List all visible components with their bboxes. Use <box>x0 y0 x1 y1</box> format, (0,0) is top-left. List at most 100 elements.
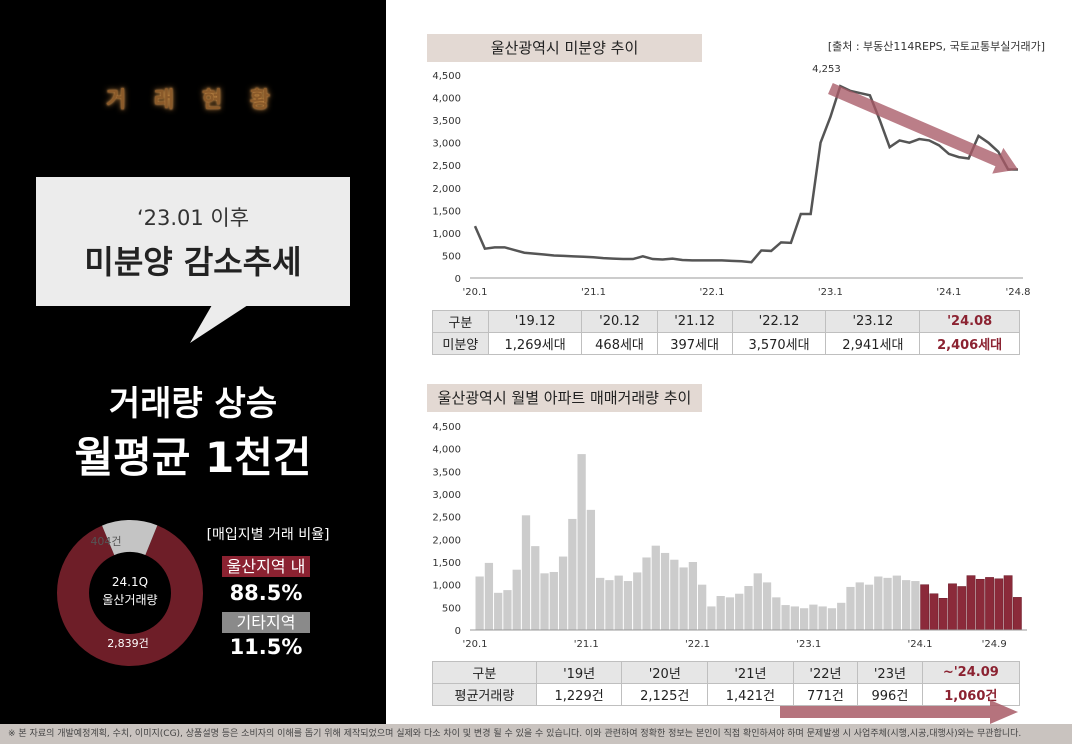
legend-ulsan: 울산지역 내 <box>222 556 310 577</box>
trade-bar <box>660 552 670 630</box>
trade-table-header: '23년 <box>857 661 923 684</box>
trade-bar <box>586 509 596 630</box>
y-tick-label: 4,500 <box>432 71 461 82</box>
trade-bar <box>985 577 994 631</box>
trade-bar <box>596 577 605 630</box>
trade-table: 구분 '19년 '20년 '21년 '22년 '23년 ~'24.09 평균거래… <box>432 661 1021 706</box>
callout-subtitle: ‘23.01 이후 <box>136 206 250 230</box>
headline-trading-up: 거래량 상승 <box>108 384 278 424</box>
trade-bar-chart: 0 500 1,000 1,500 2,000 2,500 3,000 3,500 4,000 4… <box>432 422 1027 650</box>
pct-ulsan: 88.5% <box>229 581 303 605</box>
donut-center-line1: 24.1Q <box>112 575 148 589</box>
donut-center-line2: 울산거래량 <box>102 593 157 607</box>
trade-bar <box>1003 575 1013 631</box>
trade-bar <box>994 578 1004 631</box>
y-tick-label: 4,000 <box>432 94 461 105</box>
trade-bar <box>781 605 790 630</box>
trade-bar <box>864 584 874 630</box>
unsold-series-line <box>473 84 1018 264</box>
trade-bar <box>531 546 540 630</box>
trade-bar <box>911 581 920 630</box>
trade-table-header: '19년 <box>535 661 623 684</box>
y-tick-label: 3,000 <box>432 490 461 501</box>
trade-bar <box>753 573 762 630</box>
trade-bar <box>484 562 494 630</box>
legend-other: 기타지역 <box>222 612 310 633</box>
trade-bar <box>790 606 799 630</box>
trade-bar <box>494 592 503 630</box>
unsold-table-header: '23.12 <box>825 310 921 333</box>
x-tick-label: '21.1 <box>574 639 599 650</box>
trade-bar <box>558 556 568 630</box>
trade-bar <box>957 586 967 631</box>
trade-bar <box>827 608 837 630</box>
callout-tail <box>190 305 248 343</box>
trade-bar <box>920 584 930 631</box>
pct-other: 11.5% <box>229 635 303 659</box>
x-tick-label: '24.1 <box>908 639 933 650</box>
section-title: 거 래 현 황 <box>106 88 280 113</box>
peak-data-label: 4,253 <box>812 64 841 75</box>
unsold-table: 구분 '19.12 '20.12 '21.12 '22.12 '23.12 '2… <box>432 310 1020 355</box>
trade-table-cell: 996건 <box>857 683 923 706</box>
y-tick-label: 3,500 <box>432 116 461 127</box>
trade-bar <box>762 582 772 630</box>
trade-bar <box>642 557 651 630</box>
headline-monthly-avg: 월평균 1천건 <box>74 433 312 482</box>
trade-bar <box>948 583 957 631</box>
y-tick-label: 1,500 <box>432 558 461 569</box>
trade-bar <box>512 569 521 630</box>
trade-bar <box>975 578 985 631</box>
source-note: [출처 : 부동산114REPS, 국토교통부실거래가] <box>827 40 1045 53</box>
trade-bar <box>901 580 911 630</box>
trade-table-header: '20년 <box>621 661 709 684</box>
callout-main-text: 미분양 감소추세 <box>84 243 302 281</box>
trade-bar <box>772 597 781 630</box>
trade-table-cell: 1,229건 <box>535 683 623 706</box>
trade-bar <box>846 586 855 630</box>
y-tick-label: 2,500 <box>432 161 461 172</box>
x-tick-label: '23.1 <box>818 287 843 298</box>
trade-table-header: '22년 <box>792 661 859 684</box>
trade-table-cell: 2,125건 <box>621 683 709 706</box>
donut-label-ulsan: 2,839건 <box>107 637 149 650</box>
trade-bar <box>809 604 818 630</box>
x-tick-label: '22.1 <box>699 287 724 298</box>
trade-table-cell: 771건 <box>792 683 859 706</box>
y-tick-label: 1,000 <box>432 581 461 592</box>
trade-bar <box>698 584 707 630</box>
unsold-chart-title: 울산광역시 미분양 추이 <box>427 34 702 62</box>
unsold-table-cell: 미분양 <box>432 332 489 355</box>
trade-bar <box>735 593 744 630</box>
y-tick-label: 4,500 <box>432 422 461 433</box>
trade-bar <box>874 576 883 630</box>
trade-table-cell: 1,421건 <box>707 683 794 706</box>
unsold-table-header: '22.12 <box>731 310 827 333</box>
y-tick-label: 3,500 <box>432 467 461 478</box>
buyer-ratio-title: [매입지별 거래 비율] <box>206 527 330 543</box>
trade-bar <box>679 567 688 630</box>
trade-table-header: '21년 <box>707 661 794 684</box>
unsold-table-header: 구분 <box>432 310 489 333</box>
trade-bar <box>716 596 725 630</box>
x-tick-label: '22.1 <box>685 639 710 650</box>
y-tick-label: 1,000 <box>432 229 461 240</box>
trend-arrow <box>828 83 1019 174</box>
trade-bar <box>633 572 642 630</box>
donut-segment <box>57 520 203 666</box>
y-tick-label: 2,500 <box>432 513 461 524</box>
unsold-table-header: '20.12 <box>581 310 658 333</box>
trade-bar <box>837 602 846 630</box>
unsold-table-cell: 397세대 <box>656 332 733 355</box>
y-tick-label: 2,000 <box>432 184 461 195</box>
trade-bar <box>938 598 948 631</box>
trade-bar <box>540 573 549 630</box>
trade-bar <box>568 518 577 630</box>
trade-table-cell: 1,060건 <box>921 683 1021 706</box>
x-tick-label: '20.1 <box>462 287 487 298</box>
trade-table-header: ~'24.09 <box>921 661 1021 684</box>
trade-bar <box>883 577 892 630</box>
trade-bar <box>614 575 623 630</box>
trade-bar <box>577 454 586 630</box>
unsold-table-cell: 2,406세대 <box>919 332 1020 355</box>
